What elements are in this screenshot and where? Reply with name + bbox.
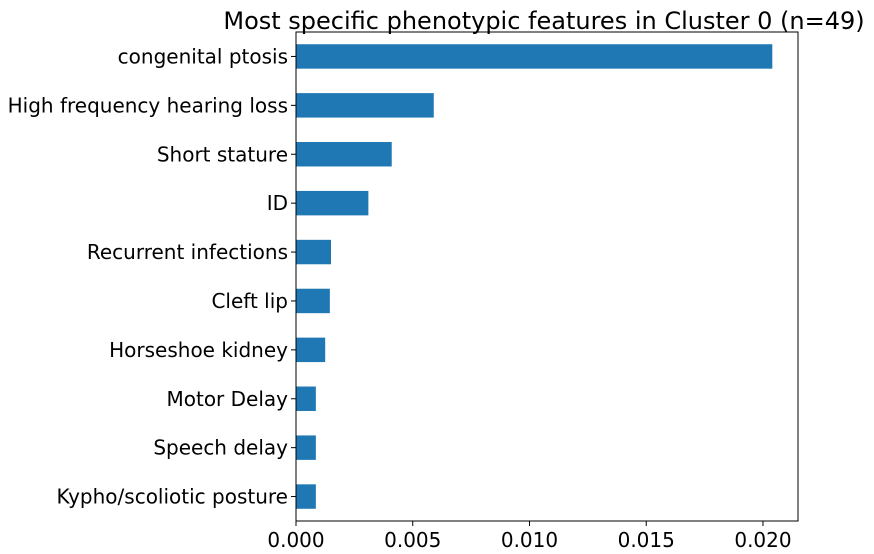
x-tick-label: 0.015 bbox=[618, 528, 675, 552]
category-label: Kypho/scoliotic posture bbox=[56, 485, 288, 509]
category-label: Recurrent infections bbox=[87, 240, 288, 264]
bar bbox=[296, 484, 316, 509]
category-label: Cleft lip bbox=[211, 289, 288, 313]
bar bbox=[296, 386, 316, 411]
bar bbox=[296, 190, 369, 216]
bar bbox=[296, 239, 332, 265]
category-label: congenital ptosis bbox=[118, 44, 288, 68]
x-tick-label: 0.020 bbox=[734, 528, 791, 552]
category-labels: congenital ptosis High frequency hearing … bbox=[8, 44, 296, 509]
category-label: High frequency hearing loss bbox=[8, 93, 288, 117]
x-tick-label: 0.005 bbox=[384, 528, 441, 552]
category-label: Speech delay bbox=[153, 436, 288, 460]
category-label: Motor Delay bbox=[166, 387, 288, 411]
x-tick-label: 0.000 bbox=[267, 528, 324, 552]
category-label: Short stature bbox=[157, 142, 288, 166]
bar bbox=[296, 288, 330, 314]
chart-title: Most specific phenotypic features in Clu… bbox=[223, 7, 864, 35]
plot-frame bbox=[295, 31, 799, 522]
bar bbox=[296, 142, 392, 167]
category-label: ID bbox=[267, 191, 288, 215]
bars-group bbox=[296, 44, 773, 509]
bar bbox=[296, 93, 434, 118]
x-axis-ticks: 0.000 0.005 0.010 0.015 0.020 bbox=[267, 521, 792, 552]
bar bbox=[296, 435, 316, 460]
bar bbox=[296, 44, 773, 69]
x-tick-label: 0.010 bbox=[501, 528, 558, 552]
category-label: Horseshoe kidney bbox=[109, 338, 288, 362]
bar bbox=[296, 337, 326, 363]
